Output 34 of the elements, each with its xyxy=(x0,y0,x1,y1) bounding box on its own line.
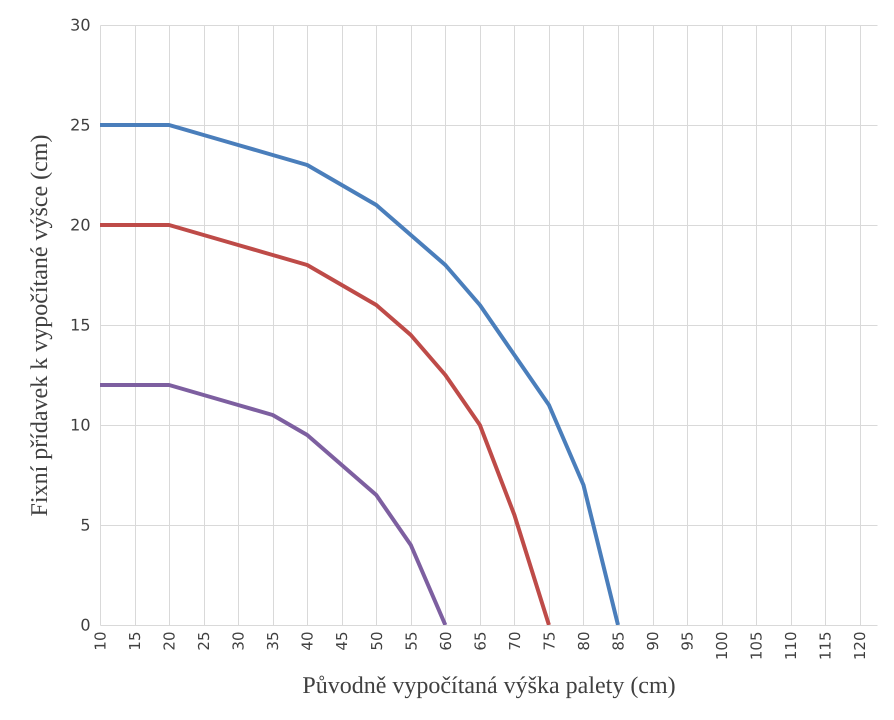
y-tick-label: 5 xyxy=(80,516,90,534)
x-tick-label: 120 xyxy=(851,632,870,660)
x-tick-label: 45 xyxy=(333,632,352,651)
x-tick-label: 50 xyxy=(368,632,386,651)
line-series xyxy=(100,383,448,625)
x-tick-label: 90 xyxy=(644,632,662,651)
x-tick-label: 105 xyxy=(748,632,766,660)
x-tick-label: 70 xyxy=(506,632,524,651)
x-tick-label: 80 xyxy=(574,632,593,651)
y-tick-label: 10 xyxy=(70,416,90,434)
x-axis-title: Původně vypočítaná výška palety (cm) xyxy=(302,673,676,700)
y-axis-title: Fixní přídavek k vypočítané výšce (cm) xyxy=(27,134,54,516)
y-tick-label: 30 xyxy=(70,16,90,34)
y-tick-label: 0 xyxy=(80,616,90,634)
x-tick-label: 15 xyxy=(126,632,144,651)
x-tick-label: 95 xyxy=(678,632,697,651)
line-series xyxy=(100,223,551,625)
x-tick-label: 25 xyxy=(195,632,214,651)
x-tick-label: 115 xyxy=(816,632,835,660)
x-tick-label: 65 xyxy=(471,632,490,651)
x-tick-label: 20 xyxy=(160,632,179,651)
x-tick-label: 75 xyxy=(540,632,558,651)
y-tick-label: 20 xyxy=(70,216,90,234)
y-tick-label: 25 xyxy=(70,116,90,134)
y-tick-label: 15 xyxy=(70,316,90,334)
x-tick-label: 60 xyxy=(436,632,455,651)
x-tick-label: 100 xyxy=(713,632,732,660)
x-tick-label: 110 xyxy=(782,632,800,660)
x-tick-label: 35 xyxy=(264,632,282,651)
x-tick-label: 85 xyxy=(610,632,628,651)
x-tick-label: 40 xyxy=(298,632,317,651)
x-tick-label: 30 xyxy=(230,632,248,651)
x-tick-label: 55 xyxy=(402,632,420,651)
line-series xyxy=(100,123,620,625)
